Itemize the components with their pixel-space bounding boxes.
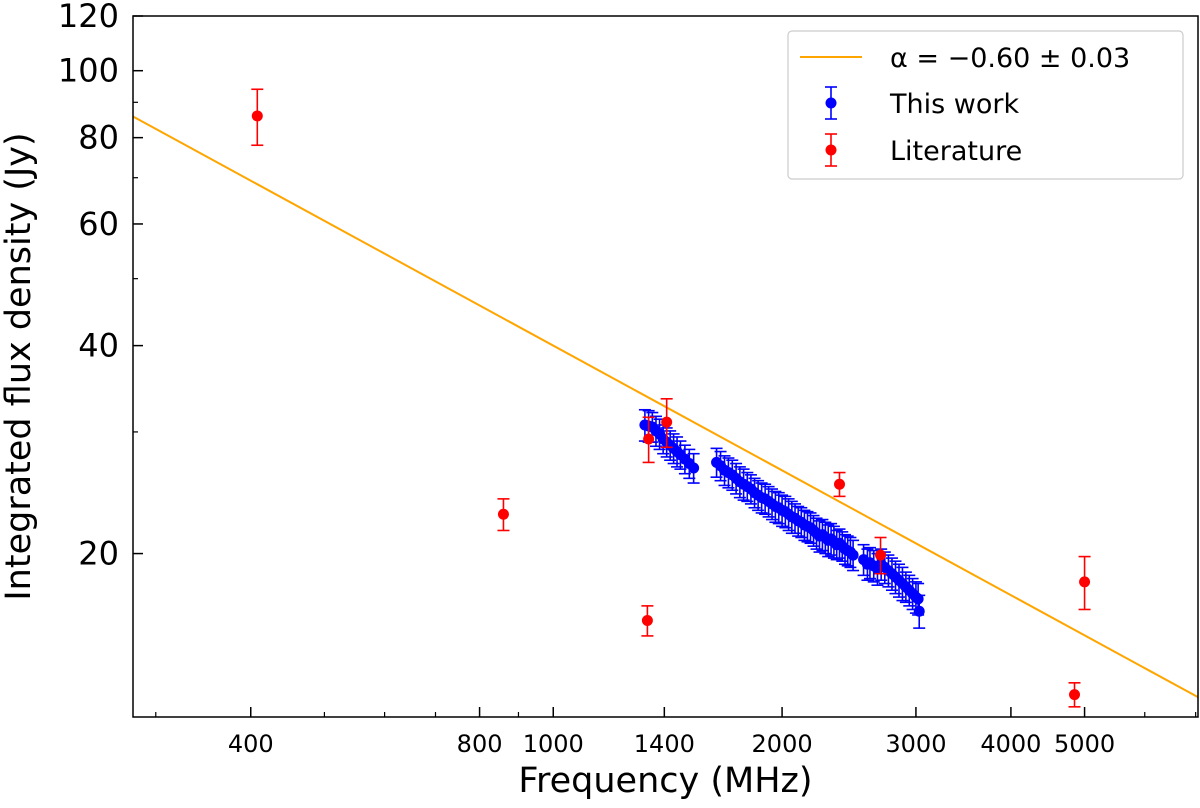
data-marker (913, 605, 925, 617)
series-this-work (638, 408, 926, 629)
data-marker (847, 549, 859, 561)
y-tick-label: 80 (78, 119, 119, 157)
x-axis-label: Frequency (MHz) (518, 761, 812, 801)
data-marker (875, 549, 887, 561)
data-point (1078, 555, 1091, 611)
data-marker (1079, 576, 1091, 588)
legend-dot (825, 144, 837, 156)
data-point (847, 539, 860, 572)
legend-this-work-label: This work (889, 89, 1019, 120)
data-point (1068, 682, 1081, 708)
x-axis: 400 800 1000 1400 2000 3000 4000 5000 (155, 707, 1197, 758)
data-point (497, 498, 510, 532)
x-tick-label: 2000 (752, 730, 813, 758)
y-axis-label: Integrated flux density (Jy) (0, 132, 39, 600)
fit-line (133, 115, 1198, 699)
y-tick-label: 120 (58, 0, 119, 35)
y-tick-label: 20 (78, 535, 119, 573)
legend-box (787, 30, 1184, 180)
legend-this-work-marker (825, 86, 837, 120)
x-tick-label: 1000 (523, 730, 584, 758)
data-marker (251, 110, 263, 122)
x-tick-label: 3000 (885, 730, 946, 758)
plot-area (133, 88, 1198, 708)
data-marker (641, 615, 653, 627)
series-literature (251, 88, 1091, 708)
data-point (641, 605, 654, 637)
data-point (687, 452, 700, 484)
y-tick-label: 40 (78, 327, 119, 365)
data-marker (834, 478, 846, 490)
x-tick-label: 1400 (634, 730, 695, 758)
data-point (251, 88, 264, 147)
x-tick-label: 800 (457, 730, 503, 758)
x-tick-label: 400 (228, 730, 274, 758)
legend-literature-label: Literature (890, 136, 1022, 167)
data-marker (661, 416, 673, 428)
legend-dot (825, 97, 837, 109)
legend-fit-label: α = −0.60 ± 0.03 (890, 43, 1130, 74)
plot-frame (132, 15, 1199, 718)
y-tick-label: 100 (58, 52, 119, 90)
legend-literature-marker (825, 133, 837, 167)
data-point (874, 536, 887, 575)
data-point (642, 416, 655, 464)
data-point (833, 471, 846, 498)
y-axis: 20 40 60 80 100 120 (58, 0, 143, 573)
data-marker (1069, 689, 1081, 701)
x-tick-label: 5000 (1054, 730, 1115, 758)
data-marker (643, 433, 655, 445)
plot-marks (133, 88, 1198, 708)
data-marker (497, 508, 509, 520)
data-point (913, 594, 926, 629)
data-point (660, 398, 673, 449)
x-tick-label: 4000 (980, 730, 1041, 758)
legend: α = −0.60 ± 0.03 This work Literature (787, 30, 1184, 180)
data-marker (688, 462, 700, 474)
y-tick-label: 60 (78, 205, 119, 243)
